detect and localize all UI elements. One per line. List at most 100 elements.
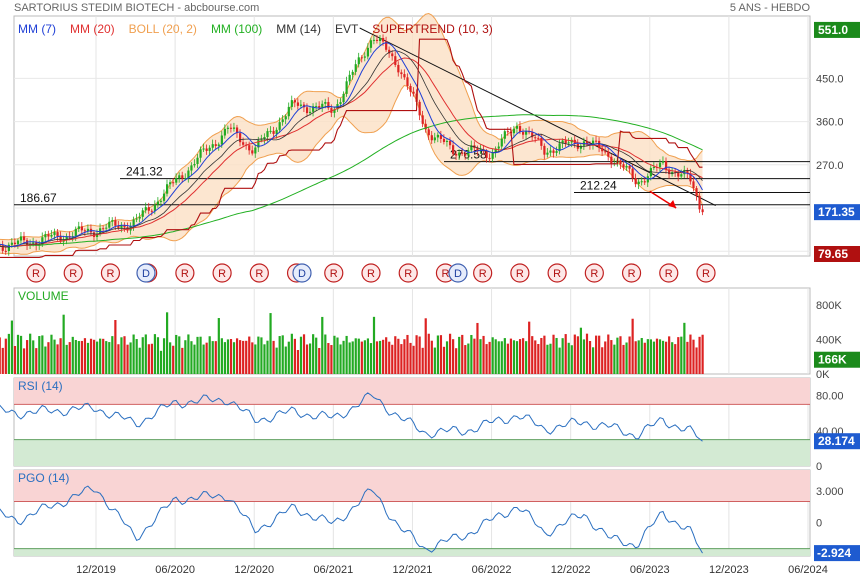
event-marker-r-label: R — [218, 268, 226, 280]
volume-bar — [305, 344, 309, 374]
event-marker-r — [659, 263, 679, 283]
candle-body — [534, 137, 537, 139]
volume-bar — [120, 337, 123, 374]
pgo-upper-zone — [14, 470, 810, 502]
volume-bar — [491, 337, 494, 374]
x-tick-label: 12/2019 — [76, 564, 116, 576]
volume-bar — [382, 339, 385, 374]
volume-bar — [543, 335, 546, 374]
candle-body — [169, 182, 172, 185]
volume-bar — [184, 340, 187, 374]
legend-item: MM (14) — [276, 22, 321, 36]
volume-bar — [357, 338, 360, 374]
event-marker-r — [510, 263, 530, 283]
candle-body — [172, 182, 175, 184]
volume-bar — [32, 340, 35, 374]
volume-y-tick: 400K — [816, 335, 842, 347]
volume-bar — [415, 335, 418, 374]
volume-bar — [637, 340, 640, 374]
volume-bar — [96, 341, 99, 374]
volume-bar — [7, 333, 10, 374]
volume-bar — [175, 334, 178, 374]
legend-item: MM (100) — [211, 22, 262, 36]
candle-body — [178, 175, 181, 179]
candle-body — [296, 102, 300, 106]
candle-body — [299, 104, 303, 106]
volume-bar — [318, 347, 321, 374]
candle-body — [214, 144, 217, 146]
candle-body — [382, 37, 385, 42]
volume-bar — [38, 336, 41, 374]
volume-bar — [503, 338, 506, 374]
candle-body — [619, 160, 622, 165]
price-badge — [814, 204, 860, 221]
candle-body — [448, 140, 452, 146]
event-marker-r-label: R — [255, 268, 263, 280]
candle-body — [518, 126, 522, 132]
candle-body — [232, 127, 236, 129]
volume-bar — [555, 337, 558, 374]
candle-body — [44, 234, 47, 238]
volume-bar — [570, 345, 573, 374]
candle-body — [74, 228, 77, 237]
price-y-tick: 450.0 — [816, 73, 844, 85]
volume-bar — [479, 339, 482, 374]
candle-body — [312, 106, 315, 112]
volume-bar — [567, 342, 570, 374]
volume-bar — [260, 337, 263, 374]
candle-body — [537, 137, 540, 139]
pgo-line — [0, 485, 703, 554]
candle-body — [388, 49, 391, 54]
candle-body — [135, 218, 138, 220]
volume-bar — [251, 342, 254, 374]
event-marker-r — [398, 263, 418, 283]
candle-body — [144, 207, 147, 211]
volume-bar — [299, 336, 303, 374]
candle-body — [211, 144, 214, 148]
volume-bar — [272, 340, 275, 374]
volume-bar — [598, 335, 601, 374]
candle-body — [47, 234, 50, 237]
pgo-badge-label: -2.924 — [817, 546, 851, 560]
volume-bar — [181, 347, 184, 374]
candle-body — [4, 250, 7, 252]
candle-body — [220, 135, 223, 145]
candle-body — [567, 142, 570, 144]
volume-bar — [652, 341, 656, 374]
volume-bar — [99, 338, 102, 374]
candle-body — [357, 57, 360, 65]
volume-bar — [266, 340, 269, 374]
candle-body — [622, 164, 625, 168]
volume-bar — [601, 347, 604, 374]
candle-body — [546, 152, 549, 155]
volume-bar — [452, 339, 455, 374]
supertrend-line — [0, 38, 703, 258]
volume-bar — [199, 336, 202, 374]
candle-body — [202, 148, 205, 150]
legend-item: EVT — [335, 22, 359, 36]
candle-body — [153, 204, 157, 211]
volume-bar — [156, 337, 160, 374]
volume-bar — [631, 318, 634, 374]
volume-bar — [418, 336, 421, 374]
volume-bar — [4, 338, 7, 374]
volume-bar — [619, 336, 622, 374]
volume-badge-label: 166K — [818, 353, 847, 367]
candle-body — [692, 181, 695, 189]
candle-body — [193, 164, 196, 166]
volume-bar — [643, 342, 646, 374]
candle-body — [640, 181, 643, 183]
volume-bar — [126, 344, 129, 374]
candle-body — [528, 131, 531, 133]
candle-body — [661, 161, 665, 163]
candle-body — [427, 129, 430, 136]
candle-body — [515, 126, 519, 129]
candle-body — [165, 184, 169, 194]
candle-body — [421, 115, 424, 124]
candle-body — [369, 40, 373, 48]
volume-bar — [686, 341, 689, 374]
candle-body — [351, 71, 354, 75]
pgo-title: PGO (14) — [18, 471, 69, 485]
volume-bar — [342, 340, 345, 374]
candle-body — [500, 138, 503, 147]
